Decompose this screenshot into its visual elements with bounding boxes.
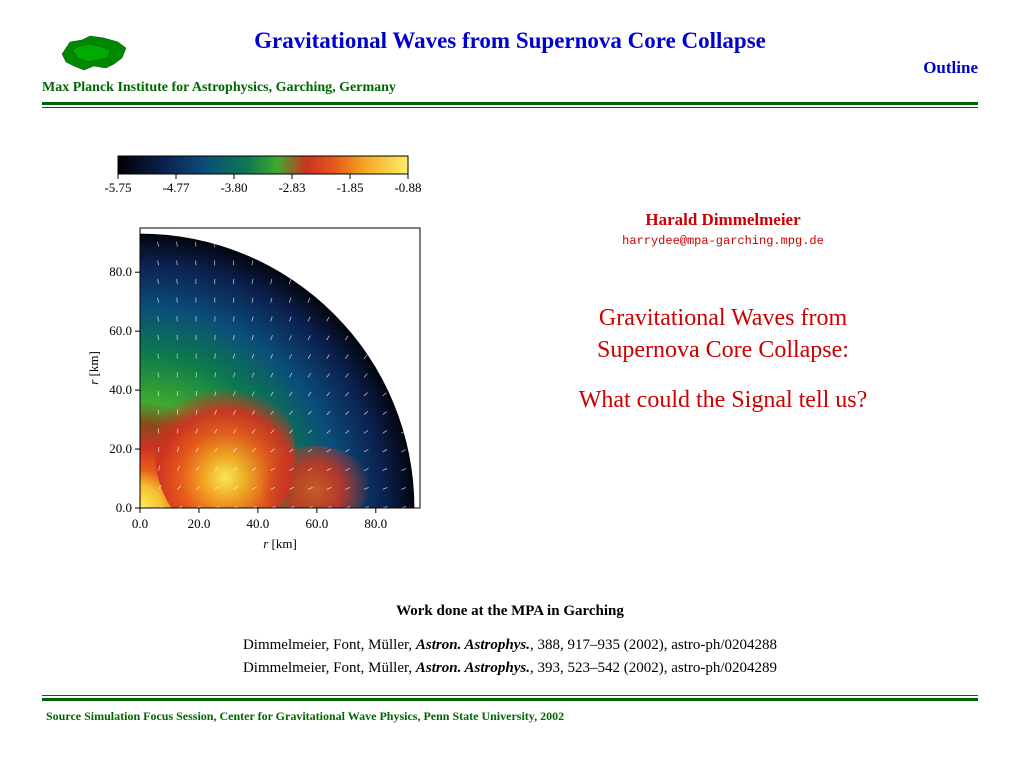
- svg-text:-0.88: -0.88: [394, 180, 421, 195]
- footer-text: Source Simulation Focus Session, Center …: [42, 709, 978, 724]
- footer-rules: [42, 695, 978, 701]
- talk-title-2: What could the Signal tell us?: [468, 387, 978, 414]
- footer-rule-thin: [42, 695, 978, 696]
- svg-text:40.0: 40.0: [109, 382, 132, 397]
- svg-text:r [km]: r [km]: [86, 351, 101, 385]
- references: Dimmelmeier, Font, Müller, Astron. Astro…: [42, 634, 978, 679]
- svg-text:60.0: 60.0: [109, 323, 132, 338]
- mpa-logo-icon: [60, 32, 130, 81]
- svg-text:40.0: 40.0: [247, 516, 270, 531]
- svg-text:0.0: 0.0: [116, 500, 132, 515]
- svg-text:-3.80: -3.80: [220, 180, 247, 195]
- work-note: Work done at the MPA in Garching: [42, 603, 978, 620]
- svg-text:-4.77: -4.77: [162, 180, 190, 195]
- svg-text:80.0: 80.0: [364, 516, 387, 531]
- reference-2: Dimmelmeier, Font, Müller, Astron. Astro…: [42, 657, 978, 680]
- content-row: -5.75 -4.77 -3.80 -2.83 -1.85 -0.88 0.0 20.0 40.…: [42, 150, 978, 575]
- footer-rule-thick: [42, 698, 978, 701]
- reference-1: Dimmelmeier, Font, Müller, Astron. Astro…: [42, 634, 978, 657]
- talk-title-1: Gravitational Waves from Supernova Core …: [468, 302, 978, 367]
- header: Gravitational Waves from Supernova Core …: [42, 28, 978, 108]
- simulation-figure: -5.75 -4.77 -3.80 -2.83 -1.85 -0.88 0.0 20.0 40.…: [78, 150, 438, 575]
- svg-text:-5.75: -5.75: [104, 180, 131, 195]
- svg-text:-2.83: -2.83: [278, 180, 305, 195]
- page-title: Gravitational Waves from Supernova Core …: [42, 28, 978, 54]
- svg-text:0.0: 0.0: [132, 516, 148, 531]
- title-column: Harald Dimmelmeier harrydee@mpa-garching…: [468, 150, 978, 575]
- header-rule-thick: [42, 102, 978, 105]
- author-email: harrydee@mpa-garching.mpg.de: [468, 234, 978, 248]
- header-rule-thin: [42, 107, 978, 108]
- author-name: Harald Dimmelmeier: [468, 210, 978, 230]
- svg-text:60.0: 60.0: [305, 516, 328, 531]
- institute-name: Max Planck Institute for Astrophysics, G…: [42, 80, 978, 96]
- outline-label: Outline: [42, 58, 978, 78]
- svg-text:80.0: 80.0: [109, 264, 132, 279]
- svg-text:-1.85: -1.85: [336, 180, 363, 195]
- svg-text:r [km]: r [km]: [263, 536, 297, 551]
- svg-text:20.0: 20.0: [109, 441, 132, 456]
- svg-text:20.0: 20.0: [188, 516, 211, 531]
